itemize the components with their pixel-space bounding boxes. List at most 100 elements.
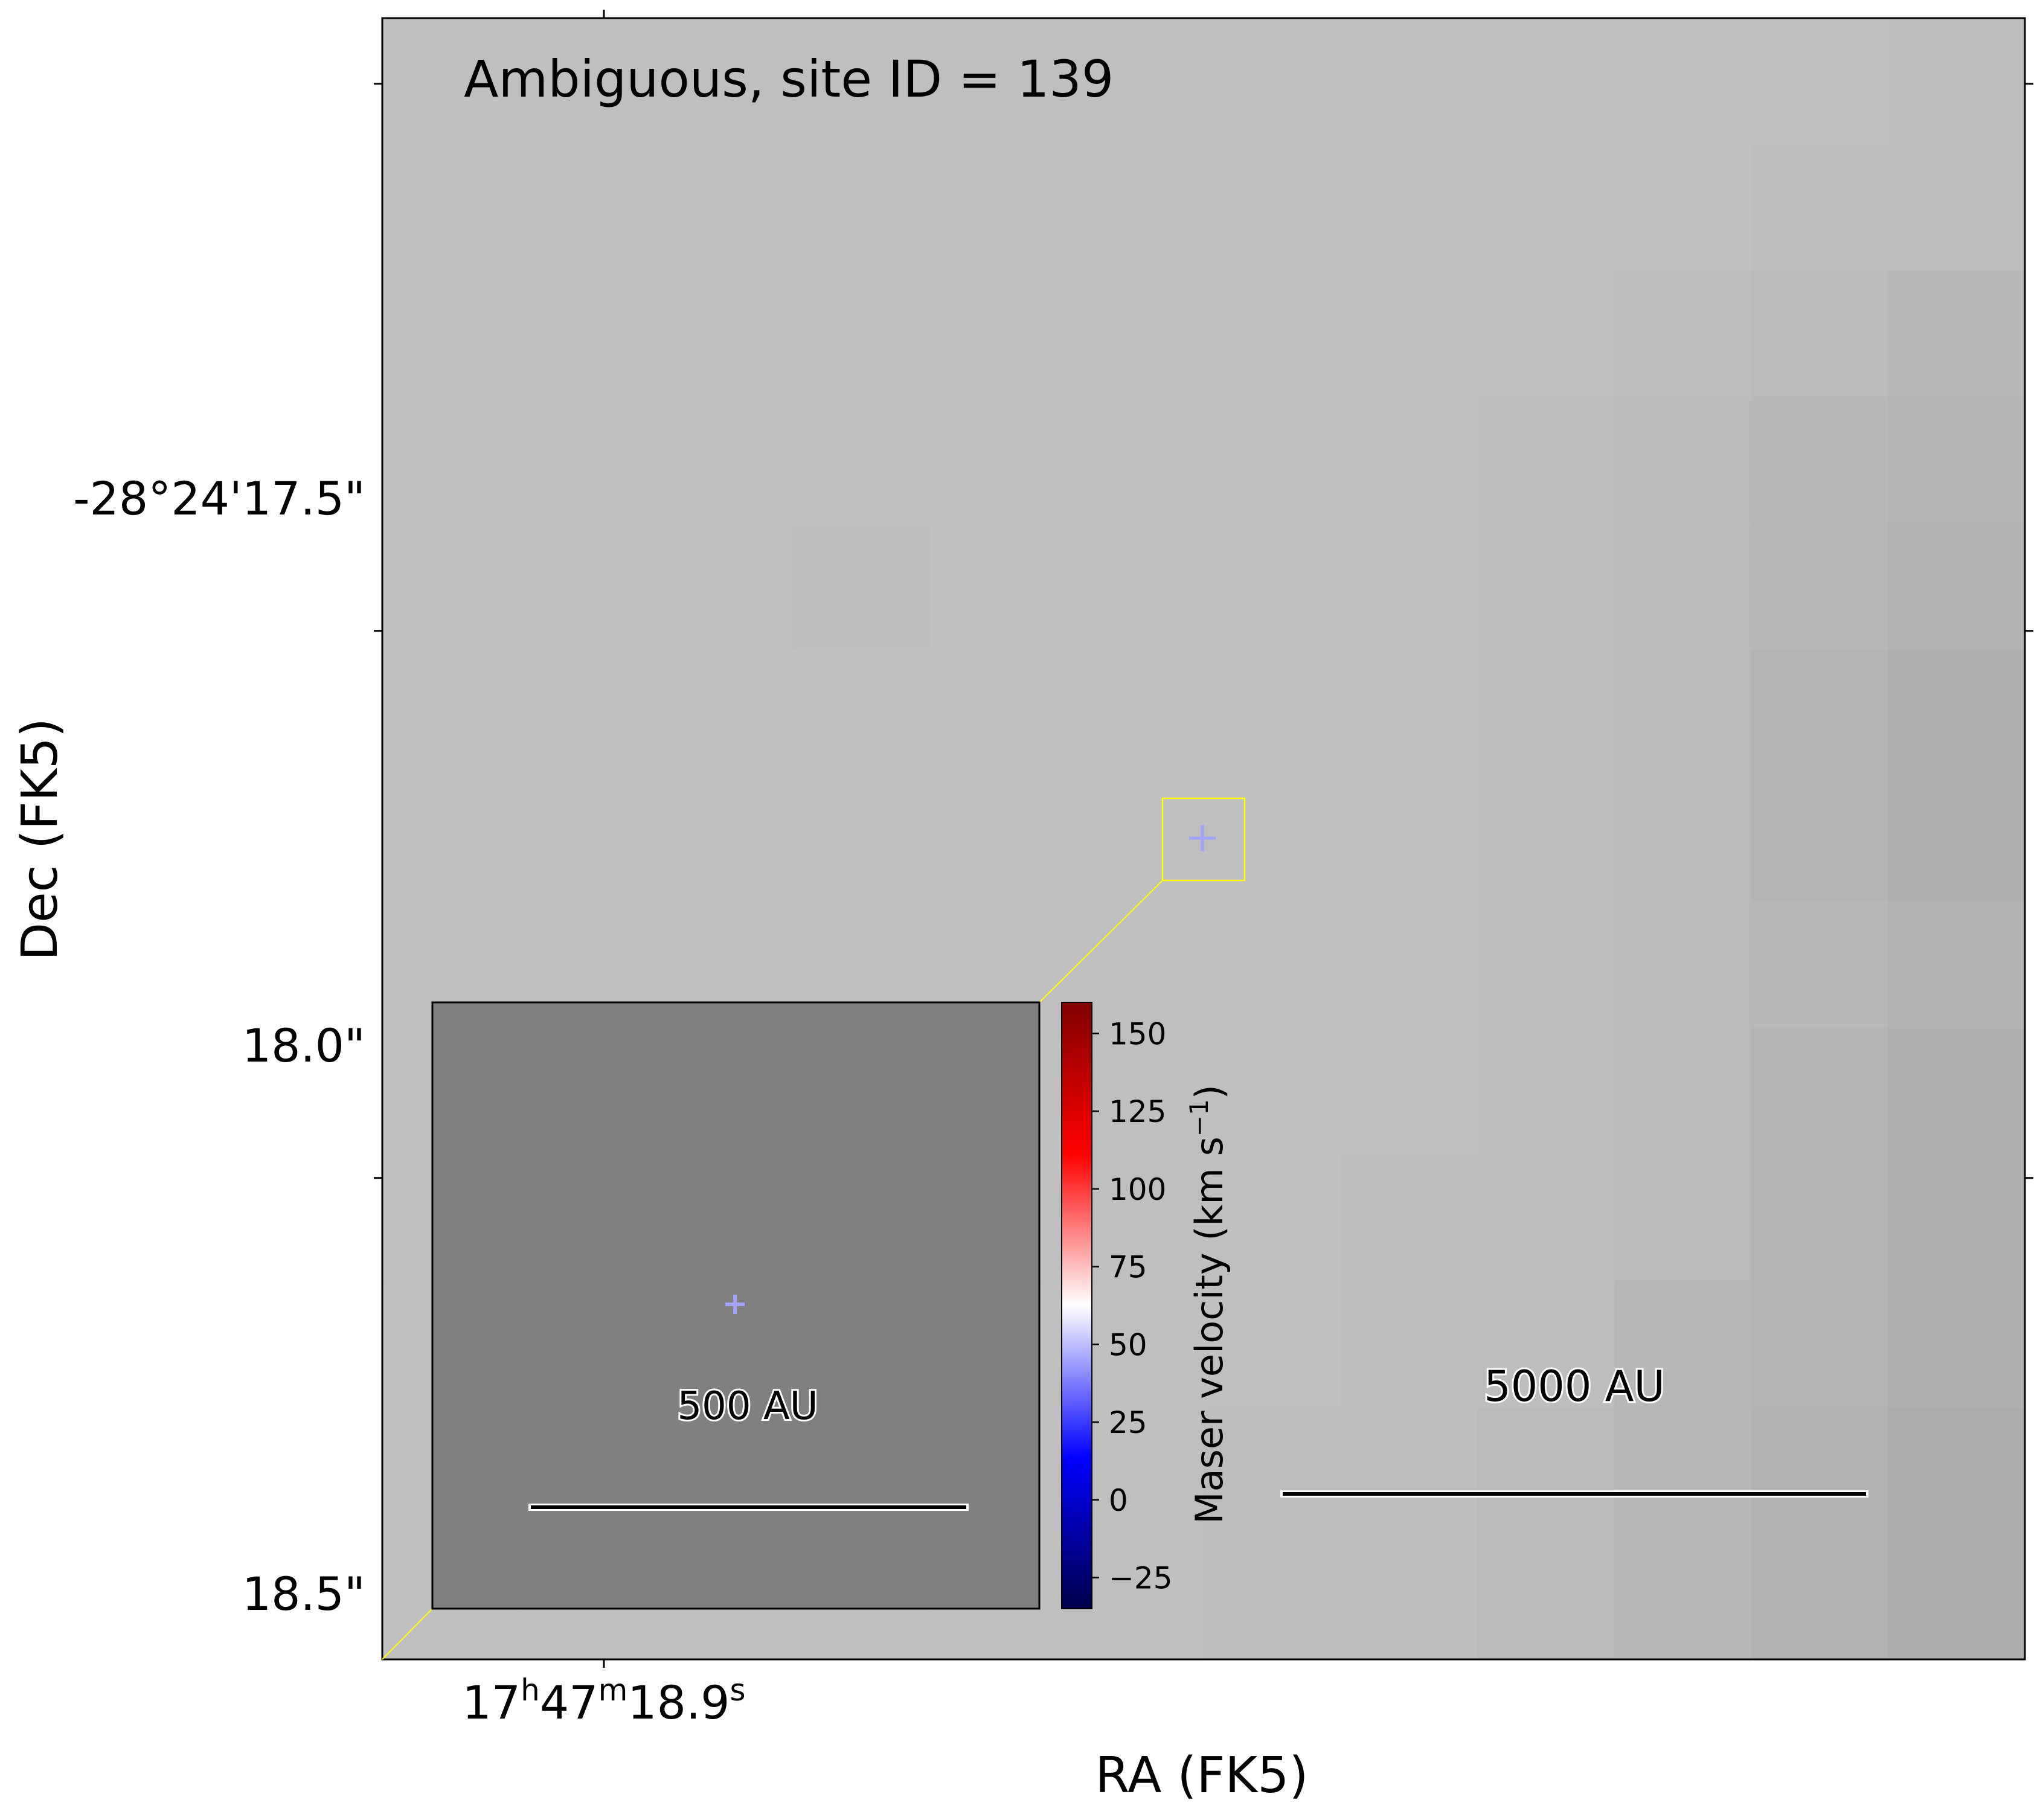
image-cell xyxy=(793,775,931,903)
image-cell xyxy=(1067,271,1204,397)
image-cell xyxy=(1477,271,1615,397)
image-cell xyxy=(1477,902,1615,1029)
image-cell xyxy=(1477,775,1615,903)
image-cell xyxy=(382,649,520,777)
image-cell xyxy=(519,144,656,271)
colorbar-label-sup: −1 xyxy=(1184,1099,1214,1136)
image-cell xyxy=(929,144,1067,271)
image-cell xyxy=(1614,271,1752,397)
image-cell xyxy=(1204,1154,1341,1281)
image-cell xyxy=(1067,144,1204,271)
image-cell xyxy=(1477,1533,1615,1660)
image-cell xyxy=(793,397,931,524)
chart-title: Ambiguous, site ID = 139 xyxy=(464,50,1114,109)
image-cell xyxy=(519,271,656,397)
x-tick-seconds: 18.9 xyxy=(627,1676,730,1729)
image-cell xyxy=(1614,1280,1752,1408)
image-cell xyxy=(382,775,520,903)
main-scalebar-label: 5000 AU xyxy=(1484,1362,1665,1411)
image-cell xyxy=(1340,144,1478,271)
image-cell xyxy=(1067,18,1204,145)
y-tick-label-2: 18.5" xyxy=(242,1567,365,1621)
colorbar-gradient xyxy=(1061,1002,1092,1609)
image-cell xyxy=(1340,271,1478,397)
colorbar-label: Maser velocity (km s−1) xyxy=(1184,1085,1231,1524)
colorbar-tick-label: 125 xyxy=(1109,1094,1166,1129)
image-cell xyxy=(929,397,1067,524)
image-cell xyxy=(1340,902,1478,1029)
colorbar-tick-label: 25 xyxy=(1109,1405,1147,1440)
image-cell xyxy=(656,144,794,271)
image-cell xyxy=(1340,649,1478,777)
image-cell xyxy=(1751,397,1888,524)
x-axis-label: RA (FK5) xyxy=(1095,1747,1309,1804)
image-cell xyxy=(656,271,794,397)
image-cell xyxy=(1888,144,2026,271)
image-cell xyxy=(1340,1154,1478,1281)
image-cell xyxy=(1204,1028,1341,1155)
image-cell xyxy=(1204,144,1341,271)
image-cell xyxy=(1340,775,1478,903)
maser-marker xyxy=(1189,825,1216,851)
image-cell xyxy=(1204,902,1341,1029)
colorbar-tick-label: 100 xyxy=(1109,1172,1166,1207)
image-cell xyxy=(1204,1406,1341,1534)
image-cell xyxy=(1888,397,2026,524)
zoom-connector-lower xyxy=(382,1608,433,1660)
image-cell xyxy=(1067,397,1204,524)
image-cell xyxy=(1340,397,1478,524)
x-tick-minutes-unit: m xyxy=(598,1673,628,1708)
image-cell xyxy=(1477,1154,1615,1281)
image-cell xyxy=(1751,1406,1888,1534)
image-cell xyxy=(656,775,794,903)
image-cell xyxy=(1477,523,1615,650)
image-cell xyxy=(1204,523,1341,650)
x-tick-hours: 17 xyxy=(462,1676,521,1729)
image-cell xyxy=(656,18,794,145)
zoom-region-box xyxy=(1161,797,1246,882)
image-cell xyxy=(1888,18,2026,145)
image-cell xyxy=(1340,1280,1478,1408)
image-cell xyxy=(1751,1154,1888,1281)
image-cell xyxy=(1614,397,1752,524)
image-cell xyxy=(1477,1280,1615,1408)
image-cell xyxy=(382,18,520,145)
axes-frame xyxy=(381,17,2026,1661)
image-cell xyxy=(1888,1533,2026,1660)
zoom-connector-upper xyxy=(1039,880,1163,1003)
image-cell xyxy=(1340,18,1478,145)
y-tick-label-0: -28°24'17.5" xyxy=(73,472,365,525)
image-cell xyxy=(1477,1028,1615,1155)
image-cell xyxy=(1477,397,1615,524)
image-cell xyxy=(793,649,931,777)
image-cell xyxy=(929,523,1067,650)
image-cell xyxy=(1477,144,1615,271)
colorbar-label-close: ) xyxy=(1187,1085,1231,1099)
image-cell xyxy=(1614,1154,1752,1281)
colorbar-tick-label: 0 xyxy=(1109,1483,1128,1518)
image-cell xyxy=(1204,1280,1341,1408)
image-cell xyxy=(1340,1028,1478,1155)
inset-axes: 500 AU xyxy=(431,1001,1041,1610)
image-cell xyxy=(1614,1533,1752,1660)
image-cell xyxy=(1888,523,2026,650)
image-cell xyxy=(1888,775,2026,903)
image-cell xyxy=(519,649,656,777)
image-cell xyxy=(1751,649,1888,777)
image-cell xyxy=(1204,271,1341,397)
y-axis-label: Dec (FK5) xyxy=(11,718,69,961)
image-cell xyxy=(1614,1028,1752,1155)
image-cell xyxy=(1614,1406,1752,1534)
image-cell xyxy=(1477,18,1615,145)
image-cell xyxy=(1751,144,1888,271)
x-tick-label-0: 17h47m18.9s xyxy=(462,1673,745,1729)
image-cell xyxy=(1477,1406,1615,1534)
image-cell xyxy=(1888,902,2026,1029)
image-cell xyxy=(1477,649,1615,777)
image-cell xyxy=(382,523,520,650)
image-cell xyxy=(1614,144,1752,271)
image-cell xyxy=(1204,649,1341,777)
image-cell xyxy=(1888,649,2026,777)
image-cell xyxy=(519,18,656,145)
